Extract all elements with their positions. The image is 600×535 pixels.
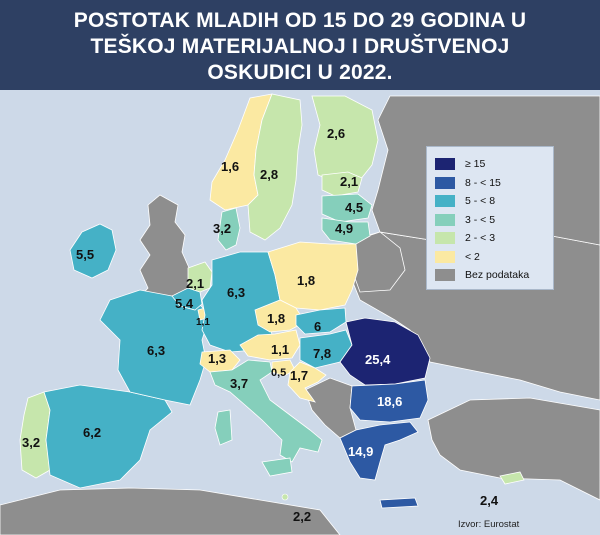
region-croatia <box>287 361 327 403</box>
region-bulgaria <box>349 379 429 423</box>
legend-swatch <box>435 176 455 189</box>
legend-item: 5 - < 8 <box>435 192 545 211</box>
region-lithuania <box>321 217 371 245</box>
legend-swatch <box>435 213 455 226</box>
value-switzerland: 1,3 <box>208 351 226 366</box>
value-portugal: 3,2 <box>22 435 40 450</box>
value-norway: 1,6 <box>221 159 239 174</box>
value-lithuania: 4,9 <box>335 221 353 236</box>
legend-item: Bez podataka <box>435 266 545 285</box>
title-banner: POSTOTAK MLADIH OD 15 DO 29 GODINA U TEŠ… <box>0 0 600 90</box>
value-cyprus: 2,4 <box>480 493 499 508</box>
legend-label: 5 - < 8 <box>465 195 496 208</box>
legend-swatch <box>435 158 455 171</box>
source-note: Izvor: Eurostat <box>458 519 520 530</box>
region-sardinia <box>214 409 233 446</box>
legend-item: < 2 <box>435 248 545 267</box>
region-romania <box>339 317 431 386</box>
value-finland: 2,6 <box>327 126 345 141</box>
value-spain: 6,2 <box>83 425 101 440</box>
value-latvia: 4,5 <box>345 200 363 215</box>
value-hungary: 7,8 <box>313 346 331 361</box>
region-slovakia <box>295 307 347 335</box>
value-croatia: 1,7 <box>290 368 308 383</box>
value-romania: 25,4 <box>365 352 391 367</box>
region-north-africa-no-data <box>0 487 341 535</box>
region-poland <box>267 241 359 311</box>
legend-label: < 2 <box>465 250 480 263</box>
value-czechia: 1,8 <box>267 311 285 326</box>
region-italy <box>209 359 323 463</box>
legend-item: 2 - < 3 <box>435 229 545 248</box>
legend-swatch <box>435 269 455 282</box>
value-luxembourg: 1,1 <box>196 317 210 328</box>
map-title-line-3: OSKUDICI U 2022. <box>207 61 393 84</box>
value-estonia: 2,1 <box>340 174 358 189</box>
value-malta: 2,2 <box>293 509 311 524</box>
region-estonia <box>321 171 363 197</box>
map-legend: ≥ 15 8 - < 15 5 - < 8 3 - < 5 2 - < 3 < … <box>426 146 554 290</box>
region-malta <box>281 493 289 501</box>
value-denmark: 3,2 <box>213 221 231 236</box>
region-greece <box>339 421 419 481</box>
legend-swatch <box>435 232 455 245</box>
map-title-line-1: POSTOTAK MLADIH OD 15 DO 29 GODINA U <box>73 9 527 32</box>
value-slovenia: 0,5 <box>271 367 286 379</box>
legend-item: 3 - < 5 <box>435 211 545 230</box>
region-crete <box>379 497 419 509</box>
value-germany: 6,3 <box>227 285 245 300</box>
region-sicily <box>261 457 293 477</box>
legend-item: 8 - < 15 <box>435 174 545 193</box>
region-sweden <box>247 93 303 241</box>
region-turkey-no-data <box>427 397 600 501</box>
value-france: 6,3 <box>147 343 165 358</box>
value-italy: 3,7 <box>230 376 248 391</box>
value-netherlands: 2,1 <box>186 276 204 291</box>
legend-item: ≥ 15 <box>435 155 545 174</box>
value-greece: 14,9 <box>348 444 373 459</box>
legend-swatch <box>435 250 455 263</box>
value-austria: 1,1 <box>271 342 289 357</box>
map-title-line-2: TEŠKOJ MATERIJALNOJ I DRUŠTVENOJ <box>90 35 510 58</box>
value-sweden: 2,8 <box>260 167 278 182</box>
map-title: POSTOTAK MLADIH OD 15 DO 29 GODINA U TEŠ… <box>20 8 580 86</box>
legend-label: Bez podataka <box>465 269 530 282</box>
legend-label: 3 - < 5 <box>465 213 496 226</box>
value-belgium: 5,4 <box>175 296 194 311</box>
region-ireland <box>69 223 117 279</box>
legend-label: ≥ 15 <box>465 158 486 171</box>
value-bulgaria: 18,6 <box>377 394 402 409</box>
legend-label: 8 - < 15 <box>465 176 501 189</box>
value-ireland: 5,5 <box>76 247 94 262</box>
region-cyprus <box>499 471 525 485</box>
legend-swatch <box>435 195 455 208</box>
value-slovakia: 6 <box>314 319 321 334</box>
region-latvia <box>321 193 373 223</box>
value-poland: 1,8 <box>297 273 315 288</box>
legend-label: 2 - < 3 <box>465 232 496 245</box>
